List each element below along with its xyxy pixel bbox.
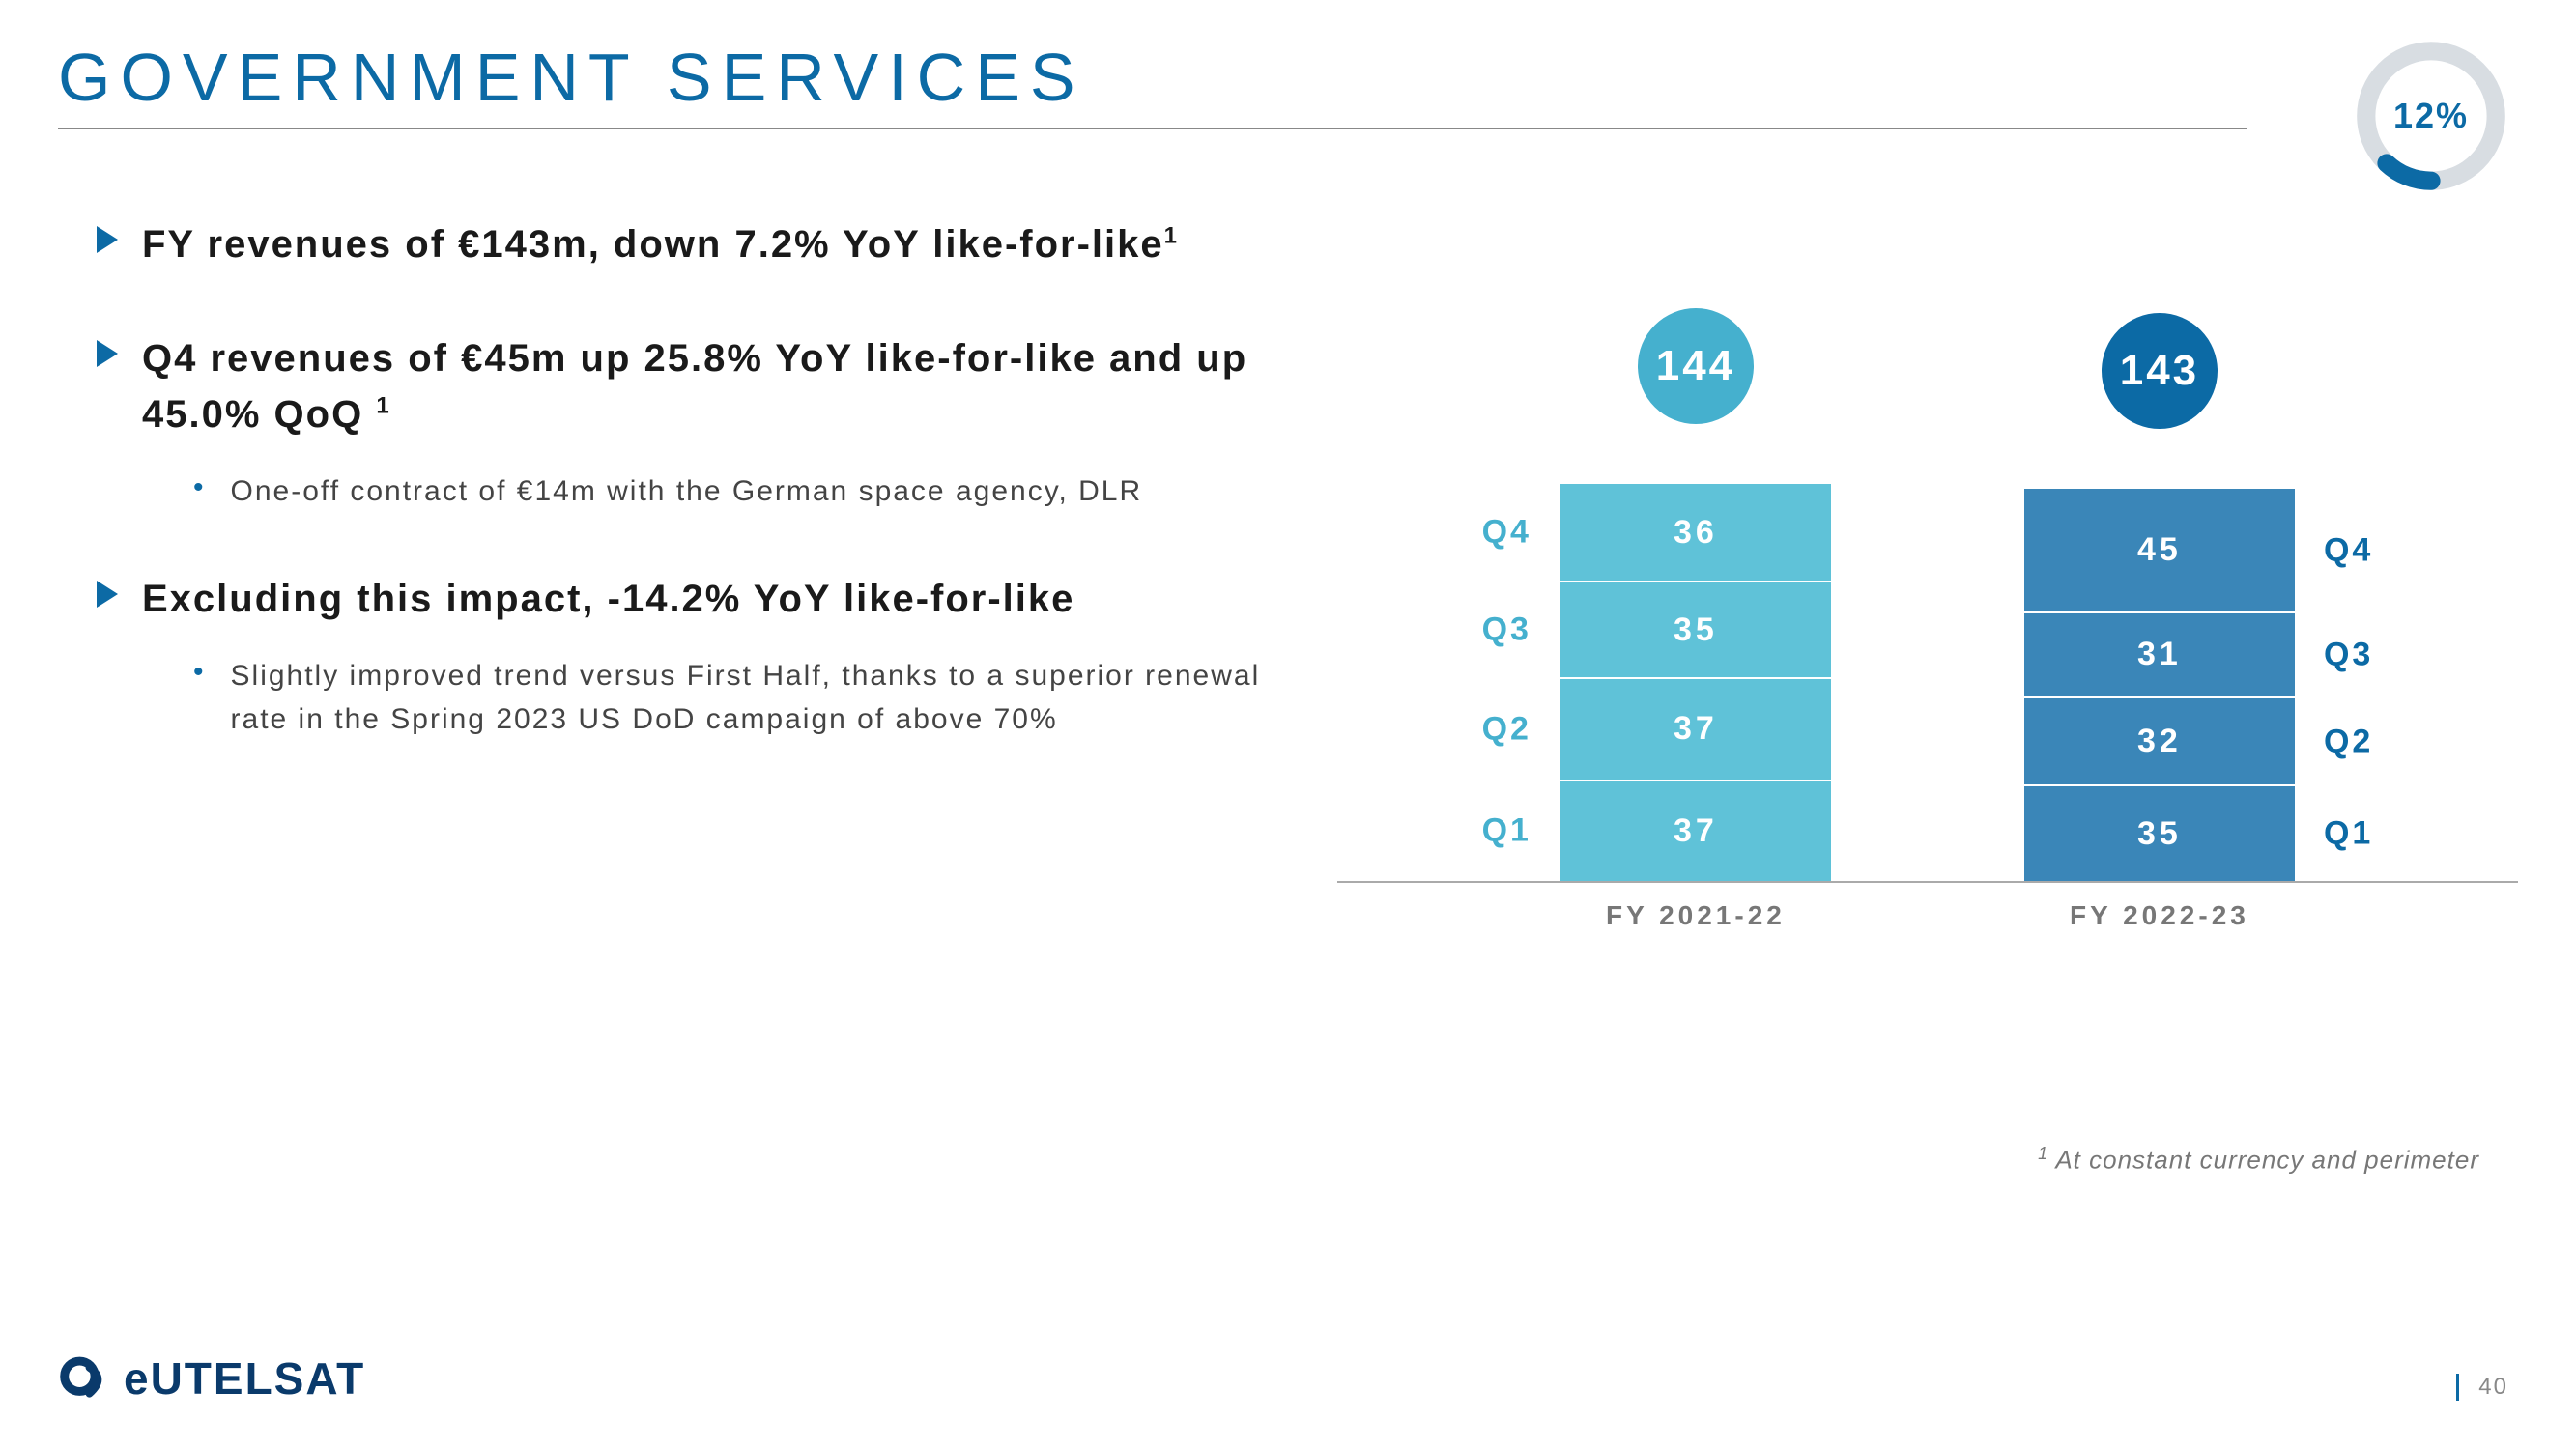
quarter-label: Q4 bbox=[2324, 531, 2373, 569]
bullet-item: FY revenues of €143m, down 7.2% YoY like… bbox=[97, 216, 1299, 272]
logo-icon bbox=[58, 1351, 112, 1406]
bullet-item: Excluding this impact, -14.2% YoY like-f… bbox=[97, 571, 1299, 741]
bullet-text: FY revenues of €143m, down 7.2% YoY like… bbox=[142, 216, 1179, 272]
sub-bullet-text: One-off contract of €14m with the German… bbox=[231, 469, 1143, 513]
quarter-label: Q3 bbox=[2324, 636, 2373, 673]
page-number: 40 bbox=[2456, 1374, 2508, 1401]
axis-label: FY 2021-22 bbox=[1560, 900, 1831, 931]
footnote: 1 At constant currency and perimeter bbox=[1337, 1144, 2518, 1176]
bar-stack: 37Q137Q235Q336Q4 bbox=[1560, 482, 1831, 881]
bullet-text: Q4 revenues of €45m up 25.8% YoY like-fo… bbox=[142, 330, 1299, 442]
quarter-label: Q1 bbox=[1482, 812, 1531, 850]
bar-segment: 31Q3 bbox=[2024, 611, 2295, 696]
quarter-label: Q2 bbox=[1482, 710, 1531, 748]
bar-segment: 37Q1 bbox=[1560, 780, 1831, 881]
quarter-label: Q1 bbox=[2324, 815, 2373, 853]
quarter-label: Q3 bbox=[1482, 611, 1531, 649]
bullet-text: Excluding this impact, -14.2% YoY like-f… bbox=[142, 571, 1074, 627]
gauge-value: 12% bbox=[2354, 39, 2508, 193]
bar-segment: 35Q3 bbox=[1560, 581, 1831, 677]
sub-bullet-text: Slightly improved trend versus First Hal… bbox=[231, 654, 1299, 741]
bar-segment: 35Q1 bbox=[2024, 784, 2295, 881]
dot-icon: • bbox=[193, 658, 204, 687]
chart-column: 144 37Q137Q235Q336Q4 bbox=[1560, 308, 1831, 881]
triangle-icon bbox=[97, 340, 118, 367]
dot-icon: • bbox=[193, 473, 204, 502]
page-title: GOVERNMENT SERVICES bbox=[58, 39, 2247, 129]
chart-column: 143 35Q132Q231Q345Q4 bbox=[2024, 313, 2295, 881]
sub-bullet: • One-off contract of €14m with the Germa… bbox=[193, 469, 1299, 513]
total-badge: 143 bbox=[2102, 313, 2218, 429]
bar-segment: 37Q2 bbox=[1560, 677, 1831, 779]
logo-text: eUTELSAT bbox=[124, 1352, 365, 1405]
total-badge: 144 bbox=[1638, 308, 1754, 424]
bullet-list: FY revenues of €143m, down 7.2% YoY like… bbox=[58, 216, 1337, 1176]
triangle-icon bbox=[97, 581, 118, 608]
bar-segment: 36Q4 bbox=[1560, 482, 1831, 582]
quarter-label: Q2 bbox=[2324, 723, 2373, 760]
share-gauge: 12% bbox=[2354, 39, 2508, 193]
triangle-icon bbox=[97, 226, 118, 253]
bar-segment: 32Q2 bbox=[2024, 696, 2295, 784]
bar-stack: 35Q132Q231Q345Q4 bbox=[2024, 487, 2295, 881]
sub-bullet: • Slightly improved trend versus First Ha… bbox=[193, 654, 1299, 741]
bar-segment: 45Q4 bbox=[2024, 487, 2295, 611]
quarter-label: Q4 bbox=[1482, 514, 1531, 552]
brand-logo: eUTELSAT bbox=[58, 1351, 365, 1406]
chart-area: 144 37Q137Q235Q336Q4 143 35Q132Q231Q345Q4 F… bbox=[1337, 216, 2518, 1176]
axis-label: FY 2022-23 bbox=[2024, 900, 2295, 931]
bullet-item: Q4 revenues of €45m up 25.8% YoY like-fo… bbox=[97, 330, 1299, 513]
